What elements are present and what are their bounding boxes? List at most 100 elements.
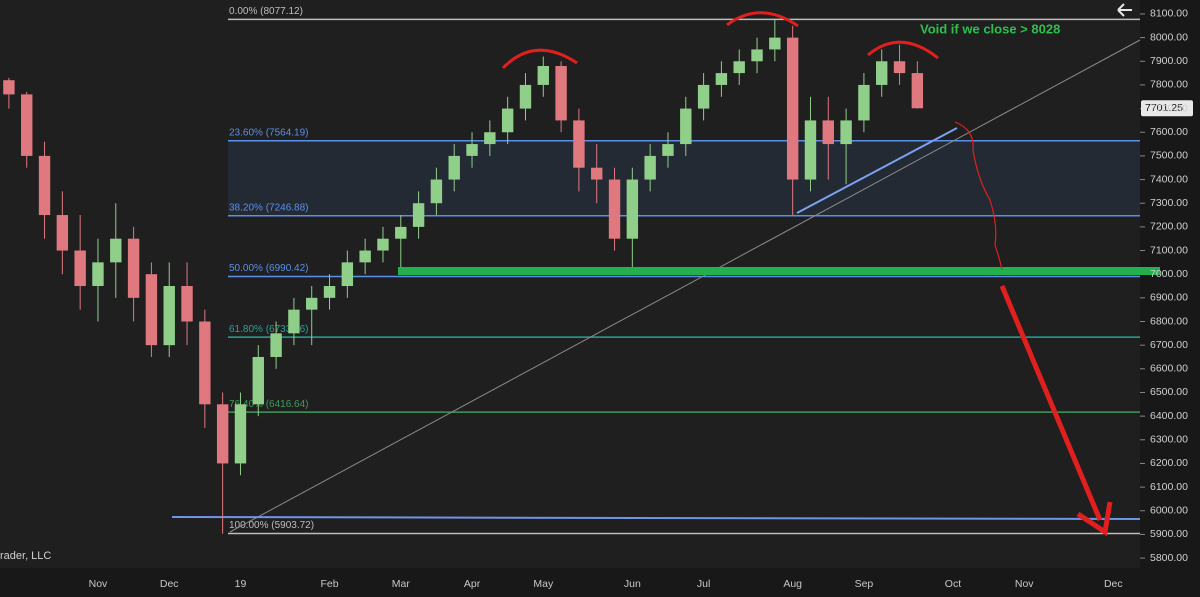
candle-body <box>786 37 799 180</box>
grid-layer <box>1140 13 1145 559</box>
x-tick-label: Oct <box>945 578 961 590</box>
candle-body <box>199 321 211 405</box>
y-tick-label: 6100.00 <box>1150 481 1188 493</box>
y-tick-label: 7100.00 <box>1150 244 1188 256</box>
x-tick-label: Feb <box>320 578 338 590</box>
y-tick-label: 7700.00 <box>1150 102 1188 114</box>
candle-body <box>145 274 158 346</box>
last-price-label: 7701.25 <box>1145 102 1183 114</box>
fib-label: 61.80% (6733.96) <box>229 324 309 335</box>
candle-body <box>680 108 692 145</box>
candle-body <box>306 297 318 310</box>
trend-line <box>229 39 1141 533</box>
candle-body <box>697 84 710 109</box>
neckline <box>796 127 958 214</box>
candle-body <box>341 262 354 287</box>
candle-body <box>573 120 585 168</box>
candle-body <box>876 61 888 85</box>
fib-label: 50.00% (6990.42) <box>229 263 309 274</box>
candle-body <box>715 73 728 85</box>
y-tick-label: 7500.00 <box>1150 150 1188 162</box>
support-line <box>171 516 1141 520</box>
candle-body <box>501 108 514 133</box>
plot-background <box>0 0 1140 568</box>
candle-body <box>751 49 763 62</box>
y-tick-label: 7300.00 <box>1150 197 1188 209</box>
candle-body <box>110 238 122 263</box>
last-price-layer: 7701.25 <box>1141 100 1193 117</box>
y-tick-label: 7800.00 <box>1150 79 1188 91</box>
y-tick-label: 7000.00 <box>1150 268 1188 280</box>
candle-body <box>555 66 567 121</box>
candle-body <box>733 61 745 74</box>
candle-body <box>216 404 229 464</box>
candle-body <box>92 262 104 287</box>
candle-body <box>644 155 656 180</box>
x-tick-label: Nov <box>89 578 108 590</box>
candle-body <box>377 238 389 251</box>
y-tick-label: 7600.00 <box>1150 126 1188 138</box>
y-tick-label: 6300.00 <box>1150 434 1188 446</box>
fib-label: 0.00% (8077.12) <box>229 6 303 17</box>
x-tick-label: 19 <box>235 578 247 590</box>
y-tick-label: 5900.00 <box>1150 528 1188 540</box>
candle-body <box>769 37 781 50</box>
y-tick-label: 7200.00 <box>1150 221 1188 233</box>
candle-body <box>21 94 33 156</box>
candle-body <box>466 144 478 156</box>
candle-body <box>395 226 407 239</box>
x-tick-label: Aug <box>783 578 802 590</box>
projection-path <box>954 121 1003 271</box>
candle-body <box>893 61 906 74</box>
y-tick-label: 5800.00 <box>1150 552 1188 564</box>
x-tick-label: Dec <box>160 578 179 590</box>
candle-body <box>270 333 282 357</box>
x-tick-label: Jul <box>697 578 710 590</box>
candle-body <box>608 179 621 239</box>
candle-body <box>537 66 549 85</box>
fib-zone <box>228 141 1140 215</box>
x-tick-label: Mar <box>392 578 411 590</box>
y-tick-label: 6200.00 <box>1150 457 1188 469</box>
fib-label: 100.00% (5903.72) <box>229 520 314 531</box>
x-tick-label: Jun <box>624 578 641 590</box>
candle-body <box>127 238 140 298</box>
fib-label: 38.20% (7246.88) <box>229 202 309 213</box>
candle-body <box>56 215 69 251</box>
watermark: rader, LLC <box>0 550 51 562</box>
candle-body <box>448 155 460 180</box>
target-arrowhead <box>1076 501 1113 537</box>
y-tick-label: 6800.00 <box>1150 315 1188 327</box>
last-price-tag <box>1141 100 1193 117</box>
candle-body <box>519 84 532 109</box>
y-tick-label: 7900.00 <box>1150 55 1188 67</box>
target-arrow <box>999 285 1103 521</box>
candle-body <box>163 286 175 346</box>
x-tick-label: Nov <box>1015 578 1034 590</box>
x-tick-label: Sep <box>855 578 874 590</box>
y-tick-label: 6700.00 <box>1150 339 1188 351</box>
fib-label: 23.60% (7564.19) <box>229 127 309 138</box>
candle-body <box>430 179 443 204</box>
candle-body <box>74 250 86 287</box>
candle-body <box>484 132 496 145</box>
y-tick-label: 6400.00 <box>1150 410 1188 422</box>
candle-body <box>323 286 336 298</box>
candle-body <box>662 144 674 156</box>
candle-layer <box>3 19 924 534</box>
candle-body <box>288 309 300 334</box>
x-tick-label: Apr <box>464 578 481 590</box>
candle-body <box>911 73 924 109</box>
y-tick-label: 8100.00 <box>1150 8 1188 20</box>
y-tick-label: 6000.00 <box>1150 505 1188 517</box>
y-tick-label: 6500.00 <box>1150 386 1188 398</box>
annotation: Void if we close > 8028 <box>920 21 1060 36</box>
candle-body <box>822 120 834 145</box>
candle-body <box>626 179 639 239</box>
candle-body <box>591 167 603 180</box>
candle-body <box>412 203 425 227</box>
y-tick-label: 6900.00 <box>1150 292 1188 304</box>
y-tick-label: 8000.00 <box>1150 31 1188 43</box>
back-icon[interactable] <box>1117 3 1132 17</box>
